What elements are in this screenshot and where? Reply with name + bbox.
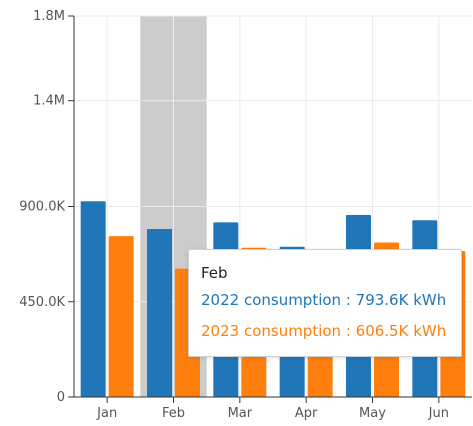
x-tick-label: Jun [428, 406, 449, 421]
y-tick-label: 1.4M [33, 94, 65, 109]
tooltip-series-2022: 2022 consumption : 793.6K kWh [201, 291, 447, 309]
y-tick-label: 1.8M [33, 9, 65, 24]
y-tick-label: 900.0K [19, 200, 65, 215]
bar-2022-feb [147, 229, 172, 397]
x-tick-label: Mar [228, 406, 253, 421]
x-tick-label: Apr [295, 406, 318, 421]
x-tick-label: May [359, 406, 386, 421]
tooltip-series-2023: 2023 consumption : 606.5K kWh [201, 322, 447, 340]
tooltip: Feb 2022 consumption : 793.6K kWh 2023 c… [188, 249, 462, 357]
bar-2022-jan [80, 201, 106, 397]
tooltip-title: Feb [201, 264, 228, 282]
y-tick-label: 450.0K [19, 295, 65, 310]
x-tick-label: Jan [96, 406, 117, 421]
x-tick-label: Feb [162, 406, 185, 421]
bar-2023-jan [108, 236, 134, 397]
y-tick-label: 0 [57, 390, 65, 405]
